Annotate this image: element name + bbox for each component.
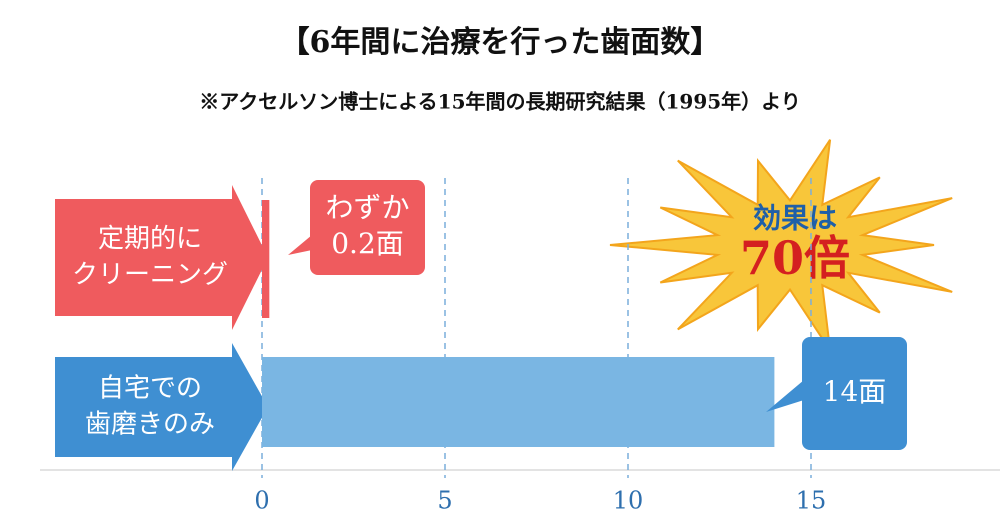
category-label: 自宅での <box>98 374 202 404</box>
label-box <box>310 180 425 275</box>
chart-subtitle: ※アクセルソン博士による15年間の長期研究結果（1995年）より <box>199 90 801 114</box>
label-pointer <box>288 235 312 255</box>
bar <box>262 200 270 318</box>
x-tick-label: 10 <box>613 487 644 515</box>
x-tick-label: 0 <box>254 487 269 515</box>
bar <box>262 357 775 447</box>
category-label: 歯磨きのみ <box>85 410 215 440</box>
label-pointer <box>766 380 804 412</box>
annotation: 効果は <box>753 202 837 235</box>
value-label: 0.2面 <box>331 227 404 260</box>
value-label: 14面 <box>823 375 887 408</box>
x-tick-label: 5 <box>437 487 452 515</box>
category-label: クリーニング <box>72 260 228 290</box>
x-tick-label: 15 <box>796 487 827 515</box>
category-arrow <box>55 343 268 471</box>
chart-title: 【6年間に治療を行った歯面数】 <box>280 25 721 60</box>
label-box <box>802 337 907 450</box>
category-label: 定期的に <box>98 224 202 254</box>
value-label: わずか <box>325 191 409 224</box>
category-arrow <box>55 185 268 330</box>
starburst <box>609 139 953 351</box>
annotation: 70倍 <box>740 231 850 285</box>
